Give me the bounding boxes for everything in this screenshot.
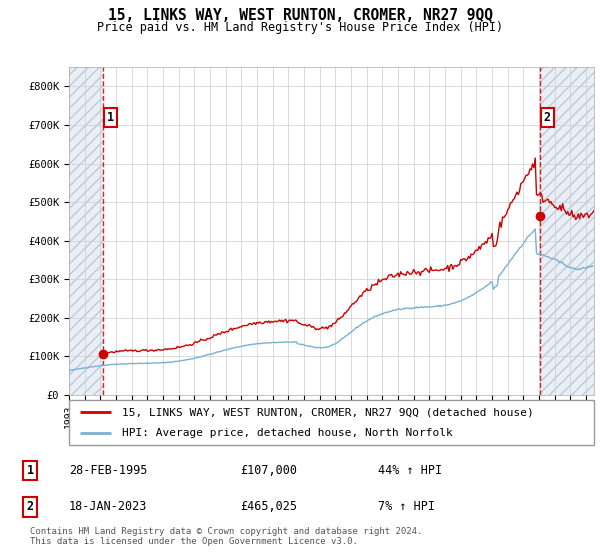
Text: 2: 2	[26, 500, 34, 514]
Text: 1: 1	[26, 464, 34, 477]
Text: 1: 1	[107, 111, 114, 124]
Text: 28-FEB-1995: 28-FEB-1995	[69, 464, 148, 477]
Bar	[540, 67, 594, 395]
Text: 15, LINKS WAY, WEST RUNTON, CROMER, NR27 9QQ: 15, LINKS WAY, WEST RUNTON, CROMER, NR27…	[107, 8, 493, 24]
Text: £107,000: £107,000	[240, 464, 297, 477]
Text: 18-JAN-2023: 18-JAN-2023	[69, 500, 148, 514]
Text: 7% ↑ HPI: 7% ↑ HPI	[378, 500, 435, 514]
Bar	[540, 67, 594, 395]
Text: Contains HM Land Registry data © Crown copyright and database right 2024.
This d: Contains HM Land Registry data © Crown c…	[30, 526, 422, 546]
Text: £465,025: £465,025	[240, 500, 297, 514]
Text: 44% ↑ HPI: 44% ↑ HPI	[378, 464, 442, 477]
FancyBboxPatch shape	[69, 400, 594, 445]
Text: 2: 2	[544, 111, 551, 124]
Text: HPI: Average price, detached house, North Norfolk: HPI: Average price, detached house, Nort…	[121, 428, 452, 438]
Text: Price paid vs. HM Land Registry's House Price Index (HPI): Price paid vs. HM Land Registry's House …	[97, 21, 503, 34]
Bar	[69, 67, 103, 395]
Text: 15, LINKS WAY, WEST RUNTON, CROMER, NR27 9QQ (detached house): 15, LINKS WAY, WEST RUNTON, CROMER, NR27…	[121, 408, 533, 418]
Bar	[69, 67, 103, 395]
